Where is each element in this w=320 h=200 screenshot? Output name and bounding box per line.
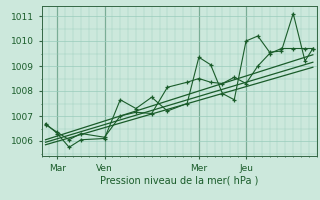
X-axis label: Pression niveau de la mer( hPa ): Pression niveau de la mer( hPa )	[100, 175, 258, 185]
